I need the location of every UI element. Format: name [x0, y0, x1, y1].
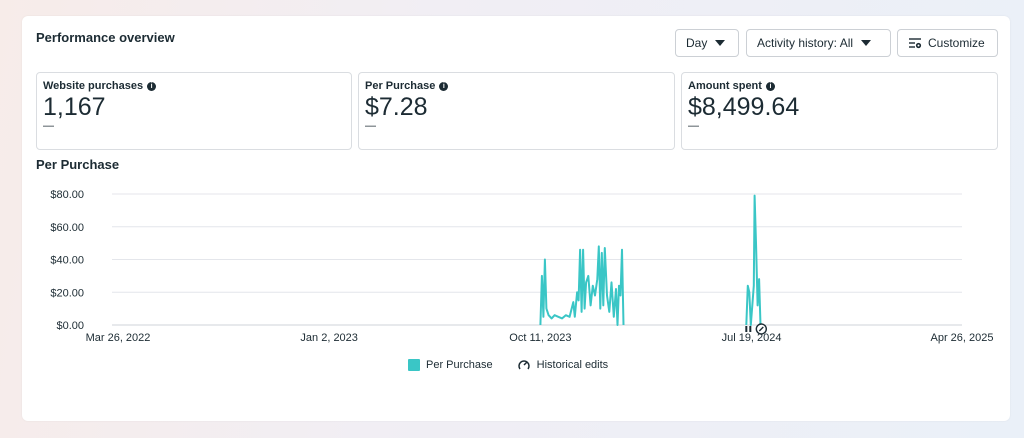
metric-delta: —	[365, 120, 376, 132]
legend-label: Per Purchase	[426, 359, 493, 371]
per-purchase-chart: $0.00 $20.00 $40.00 $60.00 $80.00 Mar 26, 202…	[50, 189, 994, 344]
x-tick-label: Mar 26, 2022	[86, 332, 151, 344]
metric-value: 1,167	[43, 93, 106, 121]
x-tick-label: Jan 2, 2023	[300, 332, 358, 344]
customize-button[interactable]: Customize	[897, 29, 998, 57]
chart-title: Per Purchase	[36, 157, 120, 172]
edit-marker	[745, 326, 748, 332]
y-tick-label: $40.00	[50, 255, 84, 267]
metric-value: $8,499.64	[688, 93, 800, 121]
metric-label-text: Website purchases	[43, 80, 144, 92]
customize-icon	[909, 38, 922, 49]
metric-delta: —	[688, 120, 699, 132]
x-tick-label: Oct 11, 2023	[509, 332, 571, 344]
performance-overview-card: Performance overview Day Activity histor…	[22, 16, 1010, 421]
metric-label: Amount spent i	[688, 80, 991, 92]
activity-history-dropdown[interactable]: Activity history: All	[746, 29, 891, 57]
y-tick-label: $0.00	[56, 320, 84, 332]
x-tick-label: Apr 26, 2025	[931, 332, 994, 344]
edit-marker	[749, 326, 752, 332]
metric-label-text: Per Purchase	[365, 80, 436, 92]
y-tick-label: $60.00	[50, 222, 84, 234]
day-dropdown-label: Day	[686, 36, 708, 50]
legend-item-per-purchase[interactable]: Per Purchase	[408, 359, 493, 371]
series-line-per-purchase	[745, 194, 762, 326]
customize-label: Customize	[928, 36, 985, 50]
x-tick-label: Jul 19, 2024	[722, 332, 782, 344]
legend-item-historical-edits[interactable]: Historical edits	[517, 358, 609, 372]
chart-legend: Per Purchase Historical edits	[408, 358, 608, 372]
metric-label-text: Amount spent	[688, 80, 762, 92]
metric-amount-spent[interactable]: Amount spent i $8,499.64 —	[681, 72, 998, 150]
info-icon[interactable]: i	[765, 81, 775, 91]
legend-swatch	[408, 359, 420, 371]
metric-delta: —	[43, 120, 54, 132]
caret-down-icon	[715, 40, 726, 46]
metric-value: $7.28	[365, 93, 428, 121]
page-title: Performance overview	[36, 30, 175, 45]
metric-website-purchases[interactable]: Website purchases i 1,167 —	[36, 72, 352, 150]
day-dropdown[interactable]: Day	[675, 29, 739, 57]
info-icon[interactable]: i	[147, 81, 157, 91]
metric-label: Per Purchase i	[365, 80, 668, 92]
series-line-per-purchase	[539, 245, 625, 326]
metric-label: Website purchases i	[43, 80, 345, 92]
y-tick-label: $20.00	[50, 287, 84, 299]
historical-edit-needle	[758, 326, 764, 332]
historical-edits-icon	[517, 360, 530, 370]
caret-down-icon	[861, 40, 872, 46]
activity-history-label: Activity history: All	[757, 36, 854, 50]
legend-label: Historical edits	[536, 359, 609, 371]
y-tick-label: $80.00	[50, 189, 84, 201]
info-icon[interactable]: i	[439, 81, 449, 91]
metric-per-purchase[interactable]: Per Purchase i $7.28 —	[358, 72, 675, 150]
